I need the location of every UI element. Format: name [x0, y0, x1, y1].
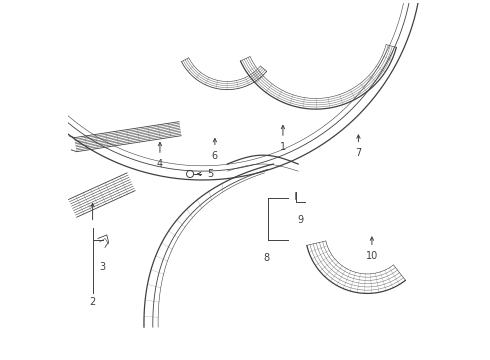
- Text: 3: 3: [99, 262, 106, 272]
- Text: 4: 4: [157, 159, 163, 170]
- Text: 8: 8: [263, 253, 270, 263]
- Text: 7: 7: [355, 148, 362, 158]
- Text: 10: 10: [366, 251, 378, 261]
- Text: 9: 9: [297, 215, 303, 225]
- Text: 5: 5: [207, 169, 213, 179]
- Text: 6: 6: [212, 151, 218, 161]
- Text: 1: 1: [280, 142, 286, 152]
- Text: 2: 2: [90, 297, 96, 307]
